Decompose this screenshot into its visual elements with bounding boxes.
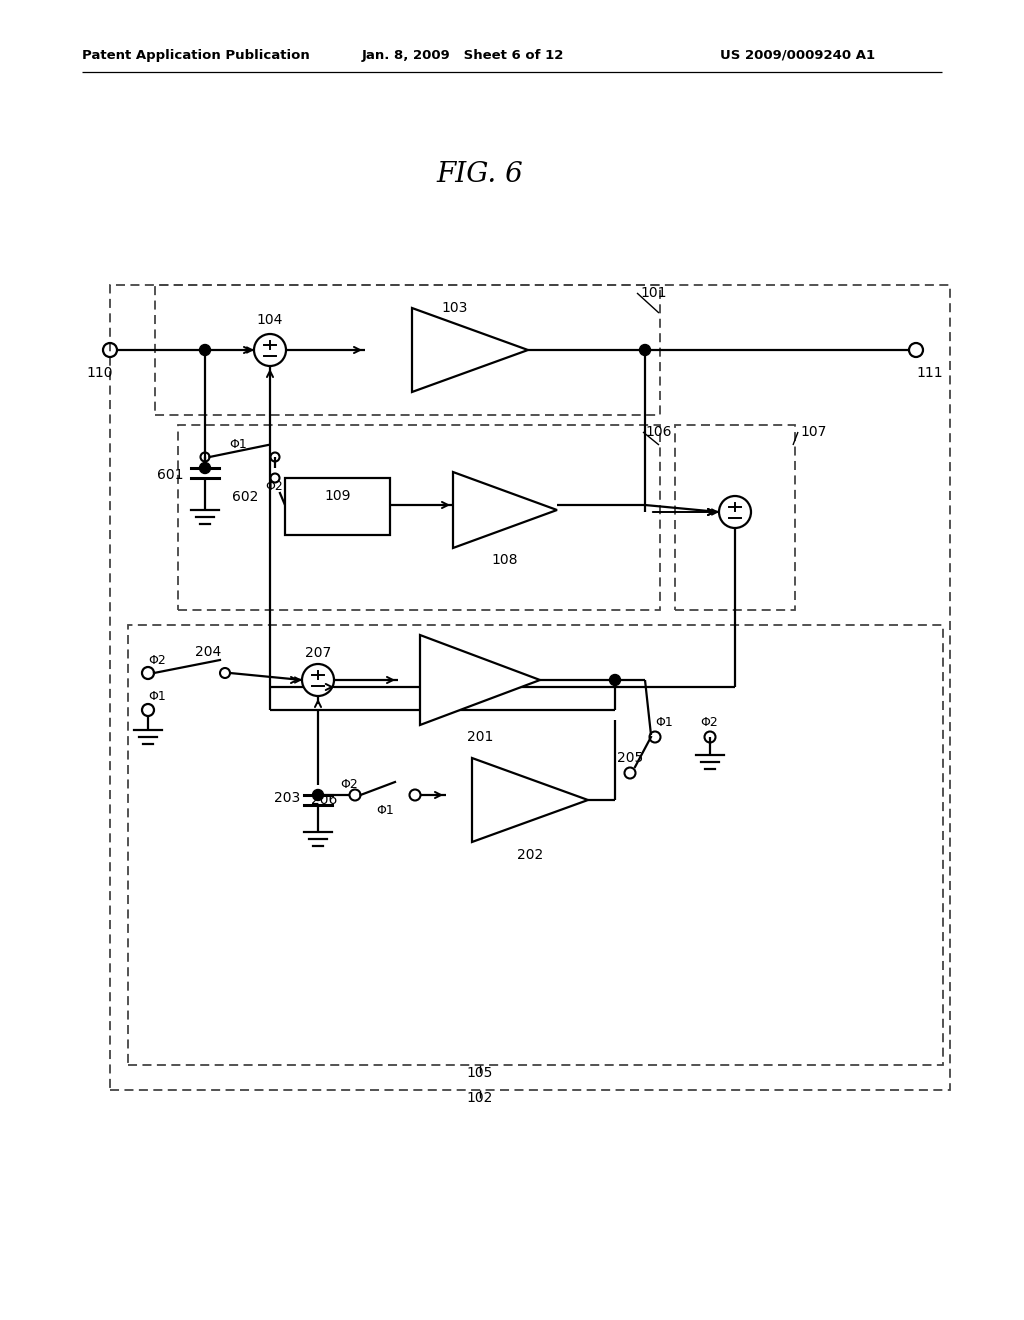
Circle shape <box>302 664 334 696</box>
Text: 104: 104 <box>257 313 284 327</box>
Bar <box>110 285 950 1090</box>
Polygon shape <box>420 635 540 725</box>
Text: 110: 110 <box>87 366 114 380</box>
Text: Φ1: Φ1 <box>229 438 247 451</box>
Text: FIG. 6: FIG. 6 <box>436 161 523 189</box>
Text: 108: 108 <box>492 553 518 568</box>
Text: 201: 201 <box>467 730 494 744</box>
Bar <box>675 425 795 610</box>
Text: 107: 107 <box>800 425 826 440</box>
Circle shape <box>719 496 751 528</box>
Bar <box>285 478 390 535</box>
Text: 105: 105 <box>467 1067 494 1080</box>
Circle shape <box>312 789 324 800</box>
Text: 111: 111 <box>916 366 943 380</box>
Text: Φ1: Φ1 <box>148 690 166 704</box>
Bar <box>155 285 660 414</box>
Text: 205: 205 <box>616 751 643 766</box>
Text: 602: 602 <box>231 490 258 504</box>
Text: Φ2: Φ2 <box>340 779 357 792</box>
Text: 109: 109 <box>325 488 351 503</box>
Polygon shape <box>453 473 557 548</box>
Text: Patent Application Publication: Patent Application Publication <box>82 49 309 62</box>
Text: 202: 202 <box>517 847 543 862</box>
Text: 203: 203 <box>273 791 300 805</box>
Circle shape <box>200 345 211 355</box>
Text: 106: 106 <box>645 425 672 440</box>
Text: 204: 204 <box>195 645 221 659</box>
Text: Φ2: Φ2 <box>148 653 166 667</box>
Circle shape <box>254 334 286 366</box>
Text: Jan. 8, 2009   Sheet 6 of 12: Jan. 8, 2009 Sheet 6 of 12 <box>362 49 564 62</box>
Text: 206: 206 <box>310 793 337 807</box>
Text: Φ1: Φ1 <box>655 717 673 730</box>
Text: Φ2: Φ2 <box>700 717 718 730</box>
Bar <box>178 425 660 610</box>
Text: Φ1: Φ1 <box>376 804 394 817</box>
Text: 103: 103 <box>441 301 468 315</box>
Circle shape <box>200 462 211 474</box>
Polygon shape <box>412 308 528 392</box>
Text: US 2009/0009240 A1: US 2009/0009240 A1 <box>720 49 876 62</box>
Circle shape <box>609 675 621 685</box>
Text: 102: 102 <box>467 1092 494 1105</box>
Circle shape <box>640 345 650 355</box>
Text: Φ2: Φ2 <box>265 480 283 494</box>
Polygon shape <box>472 758 588 842</box>
Bar <box>128 624 943 1065</box>
Text: 601: 601 <box>157 469 183 482</box>
Text: 207: 207 <box>305 645 331 660</box>
Text: 101: 101 <box>640 286 667 300</box>
